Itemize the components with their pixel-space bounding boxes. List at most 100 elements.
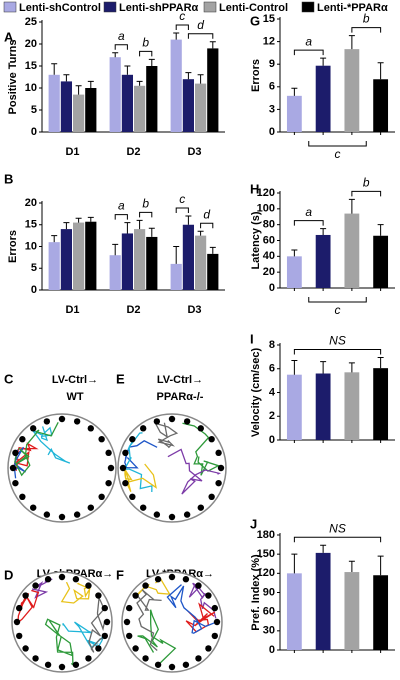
y-tick-label: 80	[263, 219, 275, 231]
track	[17, 589, 40, 624]
legend-label: Lenti-Control	[219, 2, 288, 14]
y-tick-label: 0	[269, 434, 275, 446]
hole	[72, 576, 80, 583]
hole	[168, 573, 176, 581]
error-bar	[348, 560, 355, 573]
legend-swatch	[301, 1, 315, 13]
y-tick-label: 90	[263, 586, 275, 598]
hole	[16, 604, 23, 612]
bracket	[351, 27, 382, 33]
error-bar	[348, 362, 355, 373]
y-tick-label: 12	[263, 36, 275, 48]
hole	[140, 504, 147, 511]
bar	[134, 229, 146, 290]
y-axis-title: Errors	[250, 59, 262, 92]
error-bar	[75, 85, 82, 95]
hole	[16, 632, 23, 640]
y-tick-label: 4	[269, 386, 276, 398]
bracket	[114, 214, 128, 220]
hole	[168, 663, 176, 671]
y-tick-label: 2	[269, 410, 275, 422]
hole	[211, 604, 218, 612]
error-bar	[197, 74, 204, 84]
hole	[103, 618, 111, 626]
hole	[30, 504, 37, 511]
bar	[373, 368, 389, 440]
track	[182, 422, 221, 476]
hole	[168, 513, 176, 521]
bar	[315, 552, 331, 650]
hole	[132, 592, 139, 599]
annotation: c	[335, 147, 341, 161]
bar	[315, 65, 331, 132]
hole	[183, 418, 191, 425]
bar	[146, 236, 158, 290]
bracket	[175, 207, 189, 214]
error-bar	[124, 222, 131, 234]
hole	[213, 618, 221, 626]
y-tick-label: 120	[257, 567, 275, 579]
hole	[32, 655, 39, 662]
y-tick-label: 9	[269, 58, 275, 70]
bar	[85, 221, 97, 290]
hole	[43, 511, 51, 518]
track	[44, 618, 74, 666]
legend-swatch	[3, 1, 17, 13]
y-axis-title: Velocity (cm/sec)	[250, 348, 262, 438]
bar	[195, 235, 207, 290]
error-bar	[320, 544, 327, 553]
annotation: d	[197, 18, 204, 32]
bracket	[308, 141, 367, 147]
bracket	[293, 220, 324, 226]
error-bar	[185, 72, 192, 80]
hole	[105, 449, 112, 457]
y-tick-label: 30	[263, 625, 275, 637]
error-bar	[377, 555, 384, 576]
y-tick-label: 60	[263, 234, 275, 246]
bar	[48, 74, 60, 132]
y-tick-label: 120	[257, 187, 275, 199]
hole	[123, 618, 131, 626]
bracket	[200, 222, 214, 229]
error-bar	[51, 63, 58, 75]
error-bar	[124, 65, 131, 75]
error-bar	[173, 246, 180, 264]
panel-letter: B	[4, 171, 13, 186]
bracket	[187, 33, 214, 39]
hole	[195, 655, 202, 662]
y-axis-title: Errors	[7, 230, 19, 263]
bar	[85, 88, 97, 132]
hole	[197, 504, 205, 511]
y-axis-title: Pref. Index (%)	[250, 554, 262, 631]
y-tick-label: 180	[257, 529, 275, 541]
y-tick-label: 100	[257, 203, 275, 215]
bar	[315, 234, 331, 288]
bar	[170, 263, 182, 290]
y-tick-label: 20	[263, 266, 275, 278]
hole	[142, 582, 149, 589]
hole	[98, 435, 105, 443]
panel-letter: A	[4, 29, 14, 44]
bar	[60, 229, 72, 290]
track	[14, 422, 59, 477]
hole	[132, 645, 139, 652]
legend-label: Lenti-shPPARα	[119, 2, 199, 14]
error-bar	[148, 58, 155, 66]
hole	[139, 425, 147, 432]
hole	[129, 436, 136, 443]
legend-label: Lenti-shControl	[19, 2, 101, 14]
bar	[182, 79, 194, 132]
y-tick-label: 10	[25, 82, 37, 94]
maze-label: WT	[66, 391, 83, 403]
hole	[182, 576, 190, 583]
y-tick-label: 5	[31, 262, 37, 274]
bar	[195, 83, 207, 132]
bar	[373, 235, 389, 288]
hole	[217, 464, 225, 472]
x-tick-label: D1	[65, 146, 79, 158]
y-tick-label: 15	[25, 219, 37, 231]
hole	[197, 425, 204, 432]
hole	[19, 493, 26, 501]
y-tick-label: 8	[269, 339, 275, 351]
error-bar	[136, 80, 143, 86]
